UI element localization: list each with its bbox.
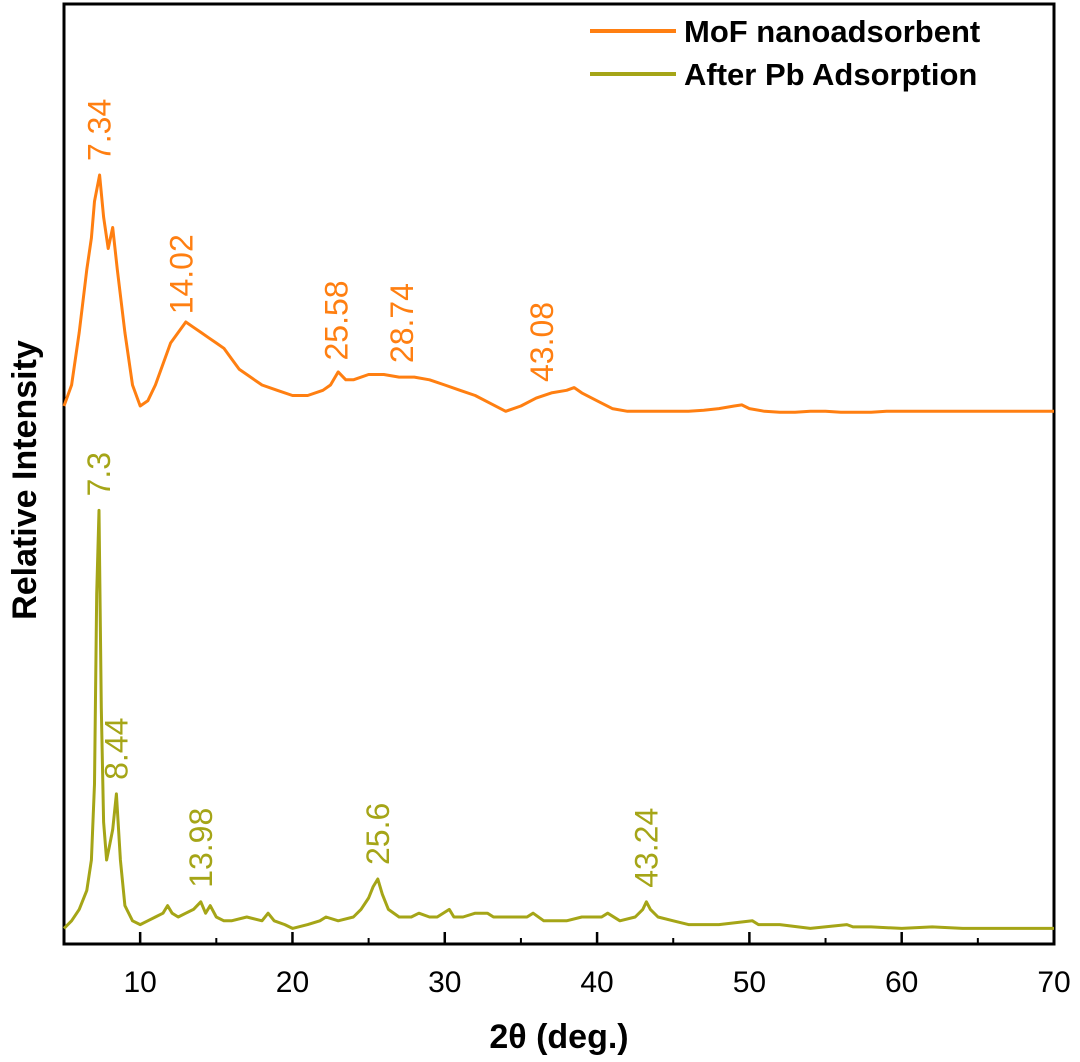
peak-label: 28.74	[384, 283, 420, 363]
peak-label: 8.44	[98, 718, 134, 780]
legend: MoF nanoadsorbent After Pb Adsorption	[590, 14, 980, 92]
peak-label: 7.3	[81, 452, 117, 496]
x-tick-label: 20	[276, 966, 309, 999]
peak-label: 25.6	[360, 803, 396, 865]
legend-label-mof: MoF nanoadsorbent	[684, 14, 980, 49]
y-axis-title: Relative Intensity	[6, 340, 44, 620]
x-tick-label: 30	[428, 966, 461, 999]
x-tick-label: 60	[885, 966, 918, 999]
x-tick-label: 10	[123, 966, 156, 999]
plot-frame	[62, 2, 1056, 946]
peak-label: 13.98	[183, 808, 219, 888]
x-tick-label: 70	[1037, 966, 1070, 999]
x-axis-title: 2θ (deg.)	[489, 1018, 628, 1056]
x-tick-label: 40	[580, 966, 613, 999]
x-axis: 10 20 30 40 50 60 70	[63, 932, 1071, 999]
series-layer	[62, 173, 1054, 930]
peak-label: 7.34	[82, 99, 118, 161]
peak-label: 25.58	[319, 280, 355, 360]
peak-label: 14.02	[163, 234, 199, 314]
x-tick-label: 50	[733, 966, 766, 999]
peak-label: 43.24	[628, 808, 664, 888]
series-line-0	[62, 173, 1054, 414]
peak-annotations: 7.34 14.02 25.58 28.74 43.08 7.3 8.44 13.98 25.6…	[81, 99, 664, 888]
series-line-1	[62, 508, 1054, 930]
legend-label-pb: After Pb Adsorption	[684, 57, 977, 92]
peak-label: 43.08	[524, 302, 560, 382]
